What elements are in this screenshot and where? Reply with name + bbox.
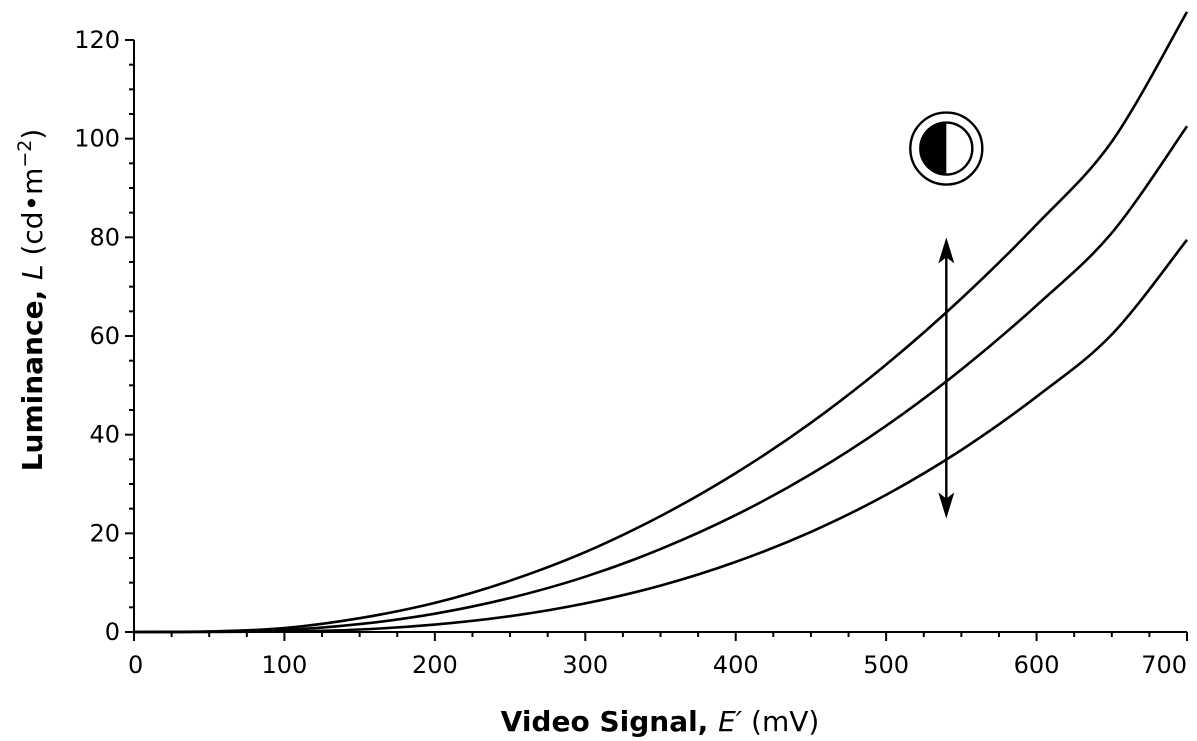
y-tick-label: 40	[89, 421, 120, 449]
contrast-double-arrow	[938, 237, 955, 519]
x-tick-label: 500	[863, 651, 909, 679]
series-line-2	[133, 125, 1189, 634]
y-tick-label: 20	[89, 519, 120, 547]
x-tick-label: 0	[128, 651, 143, 679]
y-axis-title-unit: (cd•m	[16, 168, 49, 265]
y-axis-title-main: Luminance,	[16, 280, 49, 471]
series-group	[133, 11, 1189, 634]
y-axis-title: Luminance, L (cd•m−2)	[14, 129, 49, 472]
x-tick-label: 600	[1014, 651, 1060, 679]
arrow-head-up	[938, 237, 955, 264]
arrow-head-down	[938, 492, 955, 519]
y-tick-label: 80	[89, 223, 120, 251]
x-axis-title: Video Signal, E′ (mV)	[501, 705, 820, 738]
y-axis-title-unit-exponent: −2	[14, 140, 36, 168]
x-tick-label: 700	[1141, 651, 1187, 679]
y-tick-label: 0	[105, 618, 120, 646]
x-axis-title-unit: (mV)	[742, 705, 819, 738]
x-tick-label: 400	[713, 651, 759, 679]
series-line-1	[133, 11, 1189, 634]
ticks	[125, 39, 1188, 641]
y-axis-title-unit-close: )	[16, 129, 49, 140]
contrast-icon-dark-half	[920, 122, 947, 175]
annotations	[909, 111, 984, 519]
y-tick-label: 120	[74, 26, 120, 54]
y-axis-title-symbol: L	[16, 264, 49, 280]
axes	[133, 40, 1187, 633]
x-axis-title-main: Video Signal,	[501, 705, 718, 738]
y-tick-label: 60	[89, 322, 120, 350]
x-tick-label: 100	[262, 651, 308, 679]
y-tick-label: 100	[74, 125, 120, 153]
x-tick-label: 300	[562, 651, 608, 679]
x-axis-title-symbol: E′	[718, 705, 743, 738]
tick-labels: 0 20 40 60 80 100 120 0 100 200 300 400 500 600 700	[74, 26, 1187, 679]
x-tick-label: 200	[412, 651, 458, 679]
half-filled-circle-icon	[909, 111, 984, 186]
series-line-3	[133, 238, 1189, 634]
